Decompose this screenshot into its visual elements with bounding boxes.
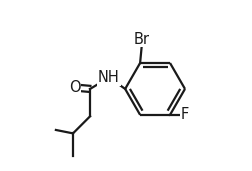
Text: Br: Br <box>134 32 150 47</box>
Text: NH: NH <box>98 70 120 85</box>
Text: F: F <box>180 107 189 122</box>
Text: O: O <box>69 80 80 95</box>
